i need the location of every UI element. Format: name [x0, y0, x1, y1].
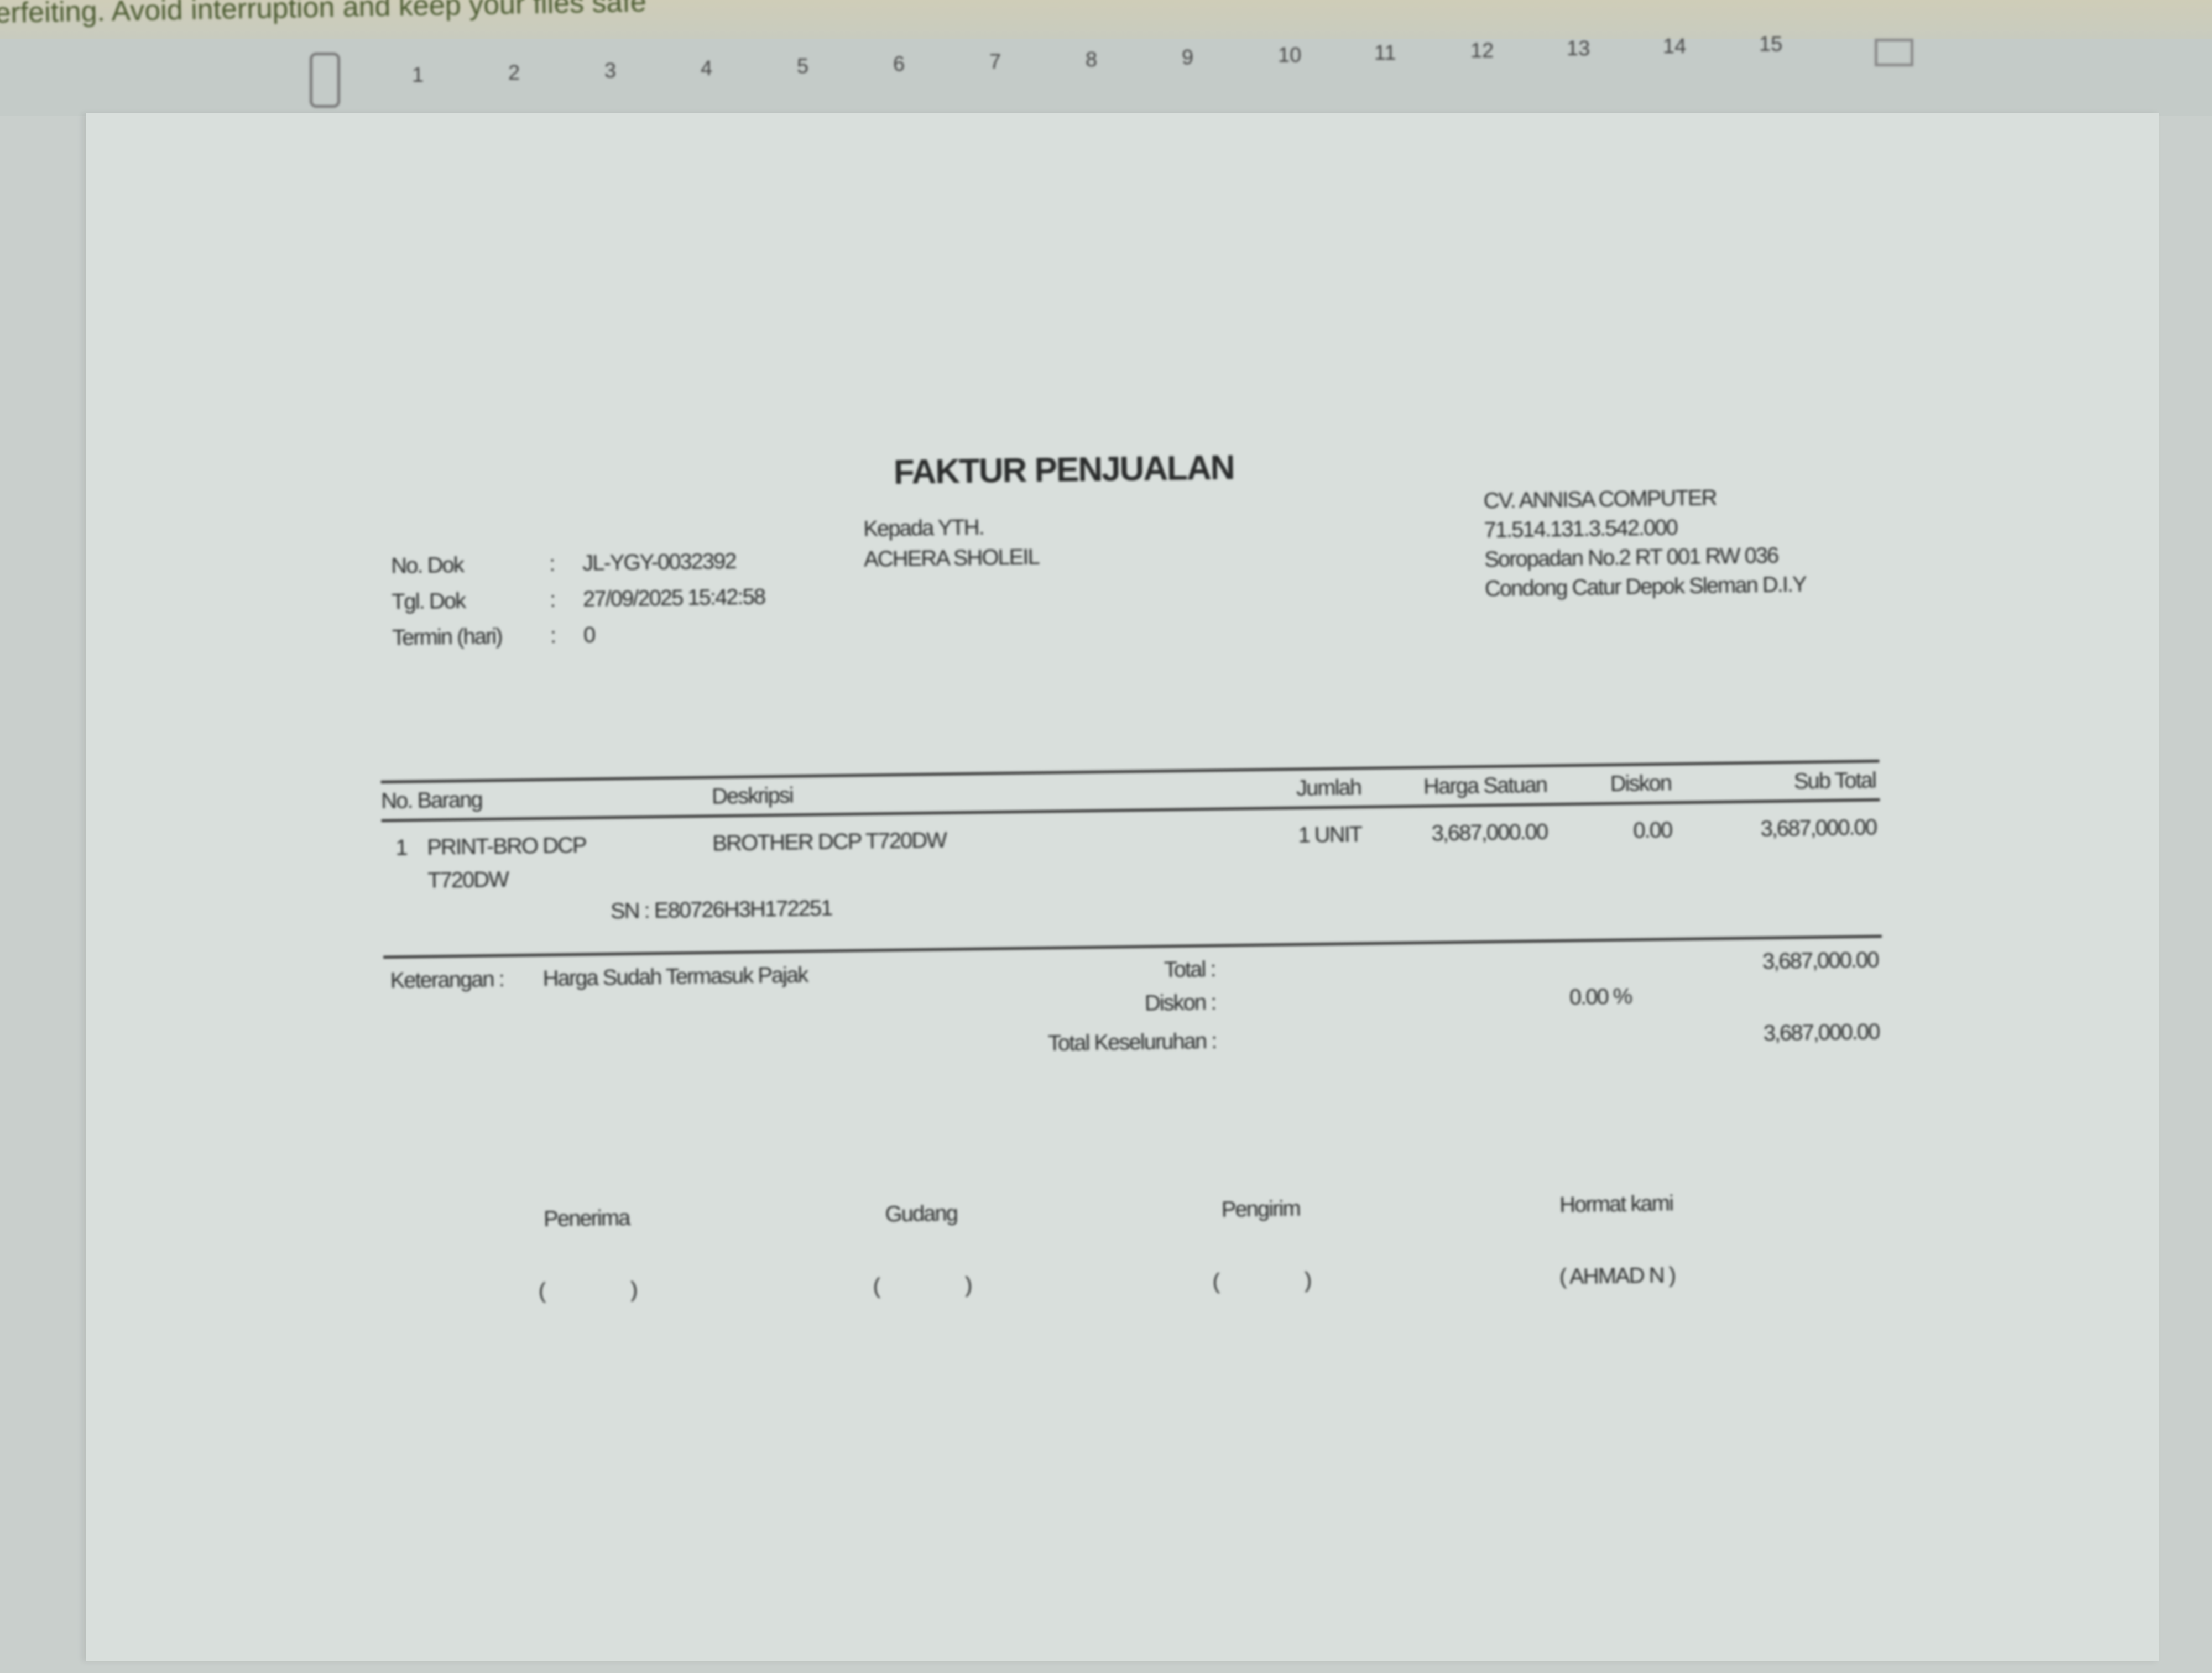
- meta-value: 27/09/2025 15:42:58: [582, 584, 765, 611]
- signature-name: ( AHMAD N ): [1559, 1263, 1676, 1289]
- signature-name: ( ): [538, 1277, 637, 1304]
- recipient-name: ACHERA SHOLEIL: [863, 545, 1040, 572]
- invoice-title: FAKTUR PENJUALAN: [893, 448, 1234, 492]
- ruler-tick: 15: [1759, 33, 1783, 56]
- ruler-tick: 13: [1567, 37, 1590, 60]
- col-header-diskon: Diskon: [1610, 771, 1672, 796]
- ruler-tick: 1: [412, 64, 424, 87]
- meta-colon: :: [550, 623, 556, 648]
- recipient-label: Kepada YTH.: [863, 515, 984, 541]
- ruler-tick: 11: [1374, 41, 1396, 65]
- discount-label: Diskon :: [1144, 990, 1216, 1016]
- ruler: 1 2 3 4 5 6 7 8 9 10 11 12 13 14 15: [0, 33, 2212, 116]
- row-subtotal: 3,687,000.00: [1760, 815, 1877, 841]
- ruler-tick: 4: [701, 57, 713, 80]
- ruler-tick: 12: [1470, 39, 1494, 62]
- document-page: [86, 113, 2159, 1661]
- signature-name: ( ): [1212, 1268, 1311, 1294]
- col-header-subtotal: Sub Total: [1793, 768, 1876, 794]
- notification-banner: erfeiting. Avoid interruption and keep y…: [0, 0, 2212, 39]
- row-diskon: 0.00: [1632, 818, 1672, 843]
- company-name: CV. ANNISA COMPUTER: [1483, 485, 1717, 514]
- company-address: Soropadan No.2 RT 001 RW 036: [1484, 543, 1778, 572]
- signature-label: Gudang: [885, 1201, 958, 1227]
- company-address: Condong Catur Depok Sleman D.I.Y: [1484, 572, 1807, 601]
- company-npwp: 71.514.131.3.542.000: [1484, 515, 1678, 543]
- ruler-end-marker[interactable]: [1875, 39, 1913, 66]
- col-header-deskripsi: Deskripsi: [711, 783, 793, 809]
- row-deskripsi: BROTHER DCP T720DW: [712, 828, 947, 856]
- meta-label: Tgl. Dok: [391, 588, 466, 614]
- grand-total-label: Total Keseluruhan :: [1047, 1028, 1217, 1056]
- total-value: 3,687,000.00: [1762, 948, 1879, 974]
- ruler-tick: 14: [1663, 35, 1687, 58]
- keterangan-value: Harga Sudah Termasuk Pajak: [542, 963, 808, 991]
- indent-marker[interactable]: [310, 53, 340, 108]
- signature-label: Hormat kami: [1559, 1191, 1673, 1217]
- signature-label: Penerima: [543, 1205, 630, 1231]
- ruler-tick: 7: [989, 50, 1001, 74]
- meta-colon: :: [549, 551, 555, 576]
- row-kode-2: T720DW: [427, 867, 509, 893]
- discount-value: 0.00 %: [1569, 984, 1632, 1010]
- signature-name: ( ): [873, 1273, 972, 1299]
- ruler-tick: 6: [893, 53, 905, 76]
- meta-value: JL-YGY-0032392: [582, 548, 736, 576]
- meta-value: 0: [583, 623, 595, 647]
- row-no: 1: [395, 835, 407, 860]
- meta-colon: :: [549, 587, 555, 612]
- row-kode: PRINT-BRO DCP: [427, 833, 586, 860]
- keterangan-label: Keterangan :: [390, 966, 504, 993]
- ruler-tick: 9: [1182, 46, 1194, 69]
- meta-label: Termin (hari): [392, 624, 502, 650]
- ruler-tick: 2: [508, 61, 520, 85]
- col-header-no-barang: No. Barang: [380, 787, 482, 813]
- grand-total-value: 3,687,000.00: [1763, 1020, 1880, 1046]
- row-serial-number: SN : E80726H3H172251: [610, 896, 832, 924]
- signature-label: Pengirim: [1221, 1196, 1300, 1222]
- ruler-tick: 8: [1086, 48, 1098, 71]
- ruler-tick: 5: [797, 55, 809, 78]
- ruler-tick: 10: [1278, 44, 1302, 67]
- total-label: Total :: [1164, 956, 1215, 982]
- meta-label: No. Dok: [390, 552, 464, 578]
- ruler-tick: 3: [604, 59, 617, 82]
